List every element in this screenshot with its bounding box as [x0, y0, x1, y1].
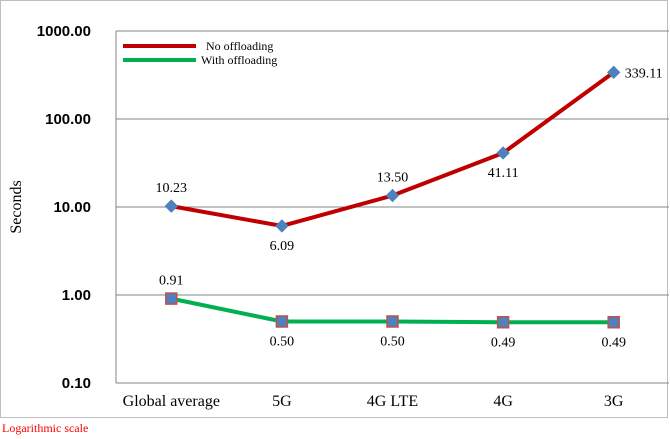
- y-axis-title: Seconds: [8, 180, 25, 233]
- x-tick-label: 3G: [604, 393, 624, 410]
- data-point: [275, 219, 289, 233]
- data-point: [386, 315, 399, 328]
- chart-frame: 0.10 1.00 10.00 100.00 1000.00 Seconds Global …: [0, 0, 669, 418]
- y-tick-label: 1000.00: [37, 23, 91, 40]
- x-tick-label: Global average: [123, 393, 220, 410]
- data-point: [275, 315, 289, 328]
- data-label: 0.50: [270, 334, 295, 349]
- data-point: [496, 146, 510, 160]
- x-tick-label: 5G: [272, 393, 292, 410]
- y-tick-label: 100.00: [45, 111, 91, 128]
- y-tick-label: 1.00: [62, 287, 91, 304]
- data-label: 6.09: [270, 239, 295, 254]
- data-point: [496, 316, 510, 329]
- data-point: [607, 316, 620, 329]
- data-label: 0.50: [380, 334, 405, 349]
- legend-label: No offloading: [206, 39, 273, 53]
- scale-note: Logarithmic scale: [2, 421, 89, 435]
- data-label: 339.11: [625, 66, 663, 81]
- y-tick-label: 10.00: [53, 199, 91, 216]
- x-tick-label: 4G LTE: [367, 393, 418, 410]
- legend-label: With offloading: [201, 53, 277, 67]
- data-point: [164, 199, 179, 213]
- data-point: [606, 65, 621, 80]
- data-label: 13.50: [377, 171, 409, 186]
- x-tick-label: 4G: [493, 393, 513, 410]
- data-label: 0.91: [159, 274, 184, 289]
- data-point: [165, 292, 178, 305]
- data-label: 10.23: [156, 181, 188, 196]
- data-point: [385, 188, 400, 203]
- series-line: [169, 70, 616, 228]
- data-label: 41.11: [488, 166, 519, 181]
- line-chart: 0.10 1.00 10.00 100.00 1000.00 Seconds Global …: [8, 23, 669, 410]
- data-label: 0.49: [491, 335, 516, 350]
- data-label: 0.49: [601, 335, 626, 350]
- y-tick-label: 0.10: [62, 375, 91, 392]
